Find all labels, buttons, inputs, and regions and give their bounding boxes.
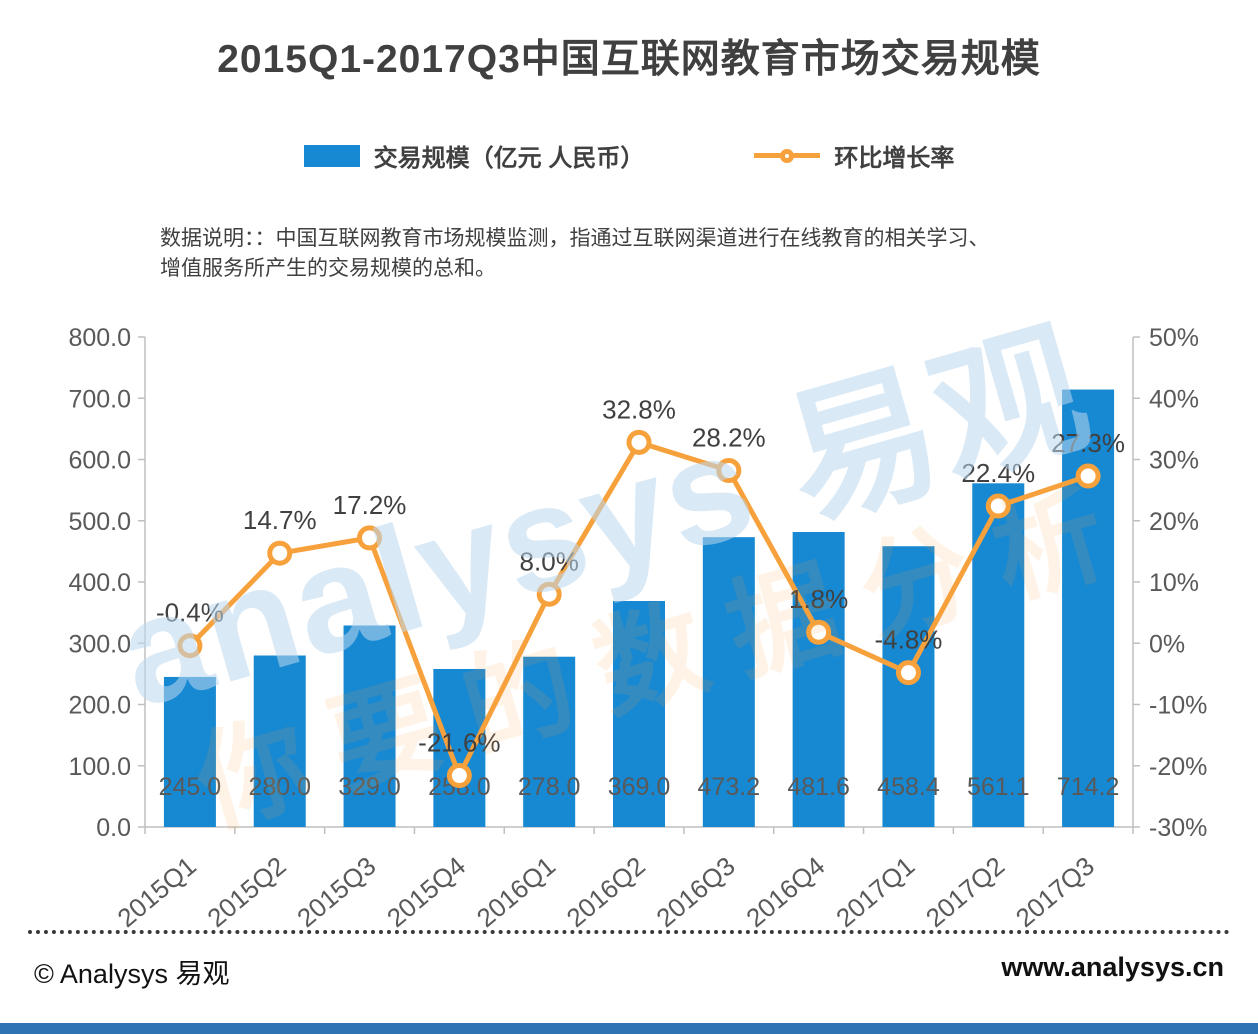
left-axis-tick-label: 200.0 bbox=[68, 692, 131, 720]
x-axis-label: 2016Q2 bbox=[561, 851, 651, 933]
growth-rate-label: -21.6% bbox=[418, 728, 500, 758]
right-axis-tick-label: -30% bbox=[1149, 814, 1207, 842]
left-axis-tick-label: 300.0 bbox=[68, 630, 131, 658]
bar-value-label: 280.0 bbox=[248, 773, 311, 801]
legend-line-label: 环比增长率 bbox=[834, 145, 955, 172]
growth-rate-label: 8.0% bbox=[520, 546, 579, 576]
growth-rate-label: 28.2% bbox=[692, 423, 766, 453]
growth-rate-label: 22.4% bbox=[961, 458, 1035, 488]
line-marker-2015Q2 bbox=[267, 540, 293, 566]
left-axis-tick-label: 700.0 bbox=[68, 385, 131, 413]
bar-2016Q2 bbox=[613, 600, 665, 827]
bar-value-label: 561.1 bbox=[967, 773, 1030, 801]
bottom-accent-bar bbox=[0, 1023, 1258, 1034]
bar-2015Q1 bbox=[163, 676, 216, 827]
bar-2015Q4 bbox=[433, 668, 486, 827]
left-axis-tick-label: 100.0 bbox=[68, 753, 131, 781]
growth-rate-label: 1.8% bbox=[789, 584, 848, 614]
line-marker-2016Q4 bbox=[806, 619, 832, 645]
bar-value-label: 458.4 bbox=[877, 773, 940, 801]
x-axis-label: 2017Q2 bbox=[920, 851, 1010, 933]
bar-2015Q3 bbox=[343, 625, 396, 827]
x-axis-label: 2015Q3 bbox=[291, 851, 381, 933]
growth-rate-label: 27.3% bbox=[1051, 428, 1125, 458]
chart-legend: 交易规模（亿元 人民币） 环比增长率 bbox=[0, 138, 1258, 173]
growth-rate-label: -0.4% bbox=[156, 598, 224, 628]
x-axis-label: 2016Q3 bbox=[651, 851, 741, 933]
bar-value-label: 369.0 bbox=[608, 773, 671, 801]
line-marker-2016Q1 bbox=[536, 581, 562, 607]
right-axis-tick-label: 0% bbox=[1149, 630, 1185, 658]
growth-rate-label: 17.2% bbox=[333, 490, 407, 520]
line-marker-2017Q1 bbox=[895, 660, 921, 686]
bar-2016Q1 bbox=[523, 656, 576, 827]
x-axis-label: 2015Q1 bbox=[112, 851, 202, 933]
left-axis-tick-label: 500.0 bbox=[68, 508, 131, 536]
note-line-1: 数据说明：：中国互联网教育市场规模监测，指通过互联网渠道进行在线教育的相关学习、 bbox=[160, 227, 990, 250]
footer-divider bbox=[28, 930, 1230, 934]
bar-value-label: 245.0 bbox=[159, 773, 222, 801]
line-marker-2016Q2 bbox=[626, 429, 652, 455]
right-axis-tick-label: 20% bbox=[1149, 508, 1199, 536]
legend-bar-swatch-icon bbox=[303, 144, 360, 167]
growth-rate-label: 14.7% bbox=[243, 505, 317, 535]
data-note: 数据说明：：中国互联网教育市场规模监测，指通过互联网渠道进行在线教育的相关学习、… bbox=[160, 224, 990, 284]
left-axis-tick-label: 600.0 bbox=[68, 447, 131, 475]
left-axis-tick-label: 0.0 bbox=[96, 814, 131, 842]
right-axis-tick-label: -10% bbox=[1149, 692, 1207, 720]
bar-2016Q3 bbox=[702, 537, 755, 827]
left-axis-tick-label: 800.0 bbox=[68, 324, 131, 352]
line-marker-2015Q1 bbox=[177, 633, 203, 659]
x-axis-label: 2015Q4 bbox=[381, 851, 471, 933]
bar-2015Q2 bbox=[253, 655, 306, 827]
right-axis-tick-label: -20% bbox=[1149, 753, 1207, 781]
bar-value-label: 278.0 bbox=[518, 773, 581, 801]
right-axis-tick-label: 50% bbox=[1149, 324, 1199, 352]
bar-value-label: 714.2 bbox=[1057, 773, 1120, 801]
bar-2017Q3 bbox=[1062, 389, 1115, 827]
right-axis-tick-label: 10% bbox=[1149, 569, 1199, 597]
growth-rate-label: 32.8% bbox=[602, 394, 676, 424]
bar-2017Q1 bbox=[882, 546, 935, 827]
copyright-text: © Analysys 易观 bbox=[34, 959, 230, 989]
bar-value-label: 329.0 bbox=[338, 773, 401, 801]
legend-ring-icon bbox=[780, 148, 795, 163]
website-text: www.analysys.cn bbox=[1001, 952, 1224, 982]
line-marker-2015Q4 bbox=[446, 763, 472, 789]
note-line-2: 增值服务所产生的交易规模的总和。 bbox=[160, 257, 496, 280]
legend-line-swatch-icon bbox=[754, 148, 821, 163]
line-marker-2016Q3 bbox=[716, 458, 742, 484]
legend-item-growth-rate: 环比增长率 bbox=[754, 138, 954, 173]
x-axis-label: 2015Q2 bbox=[201, 851, 291, 933]
x-axis-label: 2017Q1 bbox=[830, 851, 920, 933]
x-axis-label: 2016Q1 bbox=[471, 851, 561, 933]
line-marker-2015Q3 bbox=[357, 525, 383, 551]
growth-rate-label: -4.8% bbox=[874, 625, 942, 655]
left-axis-tick-label: 400.0 bbox=[68, 569, 131, 597]
line-marker-2017Q3 bbox=[1075, 463, 1101, 489]
x-axis-label: 2017Q3 bbox=[1010, 851, 1100, 933]
bar-value-label: 473.2 bbox=[698, 773, 761, 801]
line-marker-2017Q2 bbox=[985, 493, 1011, 519]
x-axis-label: 2016Q4 bbox=[740, 851, 830, 933]
chart-canvas: 0.0 -30% 100.0 -20% 200.0 -10% 300.0 0% 400.0 10%… bbox=[68, 324, 1207, 933]
legend-bar-label: 交易规模（亿元 人民币） bbox=[373, 145, 645, 172]
bar-2016Q4 bbox=[792, 532, 845, 827]
right-axis-tick-label: 40% bbox=[1149, 385, 1199, 413]
legend-item-transaction-scale: 交易规模（亿元 人民币） bbox=[303, 138, 645, 173]
right-axis-tick-label: 30% bbox=[1149, 447, 1199, 475]
page-title: 2015Q1-2017Q3中国互联网教育市场交易规模 bbox=[217, 38, 1041, 81]
bar-value-label: 481.6 bbox=[787, 773, 850, 801]
